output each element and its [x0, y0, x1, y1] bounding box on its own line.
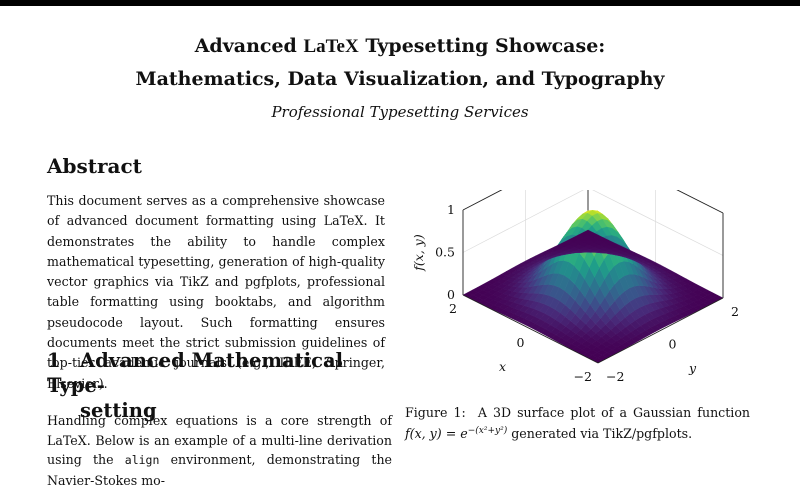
y-axis-label: y: [688, 361, 697, 376]
z-tick-label: 1: [447, 202, 455, 217]
x-tick-label: −2: [574, 369, 592, 384]
y-tick-label: 2: [731, 304, 739, 319]
axis-edge-0: [462, 294, 599, 364]
abstract-text: This document serves as a comprehensive …: [47, 193, 385, 391]
box-edge-3: [462, 190, 503, 211]
x-tick-label: 2: [449, 301, 457, 316]
figure-caption: Figure 1: A 3D surface plot of a Gaussia…: [405, 405, 751, 442]
box-edge-4: [676, 190, 724, 214]
y-tick-label: −2: [606, 369, 624, 384]
latex-logo: LaTeX: [303, 36, 359, 57]
y-tick-label: 0: [669, 337, 677, 352]
author: Professional Typesetting Services: [271, 103, 529, 121]
grid-line-z-1: [462, 190, 724, 256]
axis-edge-1: [597, 297, 724, 364]
x-axis-label: x: [499, 359, 506, 374]
x-tick-label: 0: [517, 335, 525, 350]
z-tick-label: 0: [447, 287, 455, 302]
section-heading: 1 Advanced Mathematical Type- setting: [47, 349, 344, 422]
z-axis-label: f(x, y): [411, 234, 426, 272]
z-tick-label: 0.5: [435, 245, 455, 260]
section-body: Handling complex equations is a core str…: [47, 413, 393, 488]
top-bar: [0, 0, 800, 6]
code-align: align: [124, 453, 160, 467]
document-title: Advanced LaTeX Typesetting Showcase: Mat…: [135, 35, 665, 90]
surface-patch: [582, 229, 594, 236]
abstract-heading: Abstract: [47, 154, 142, 178]
